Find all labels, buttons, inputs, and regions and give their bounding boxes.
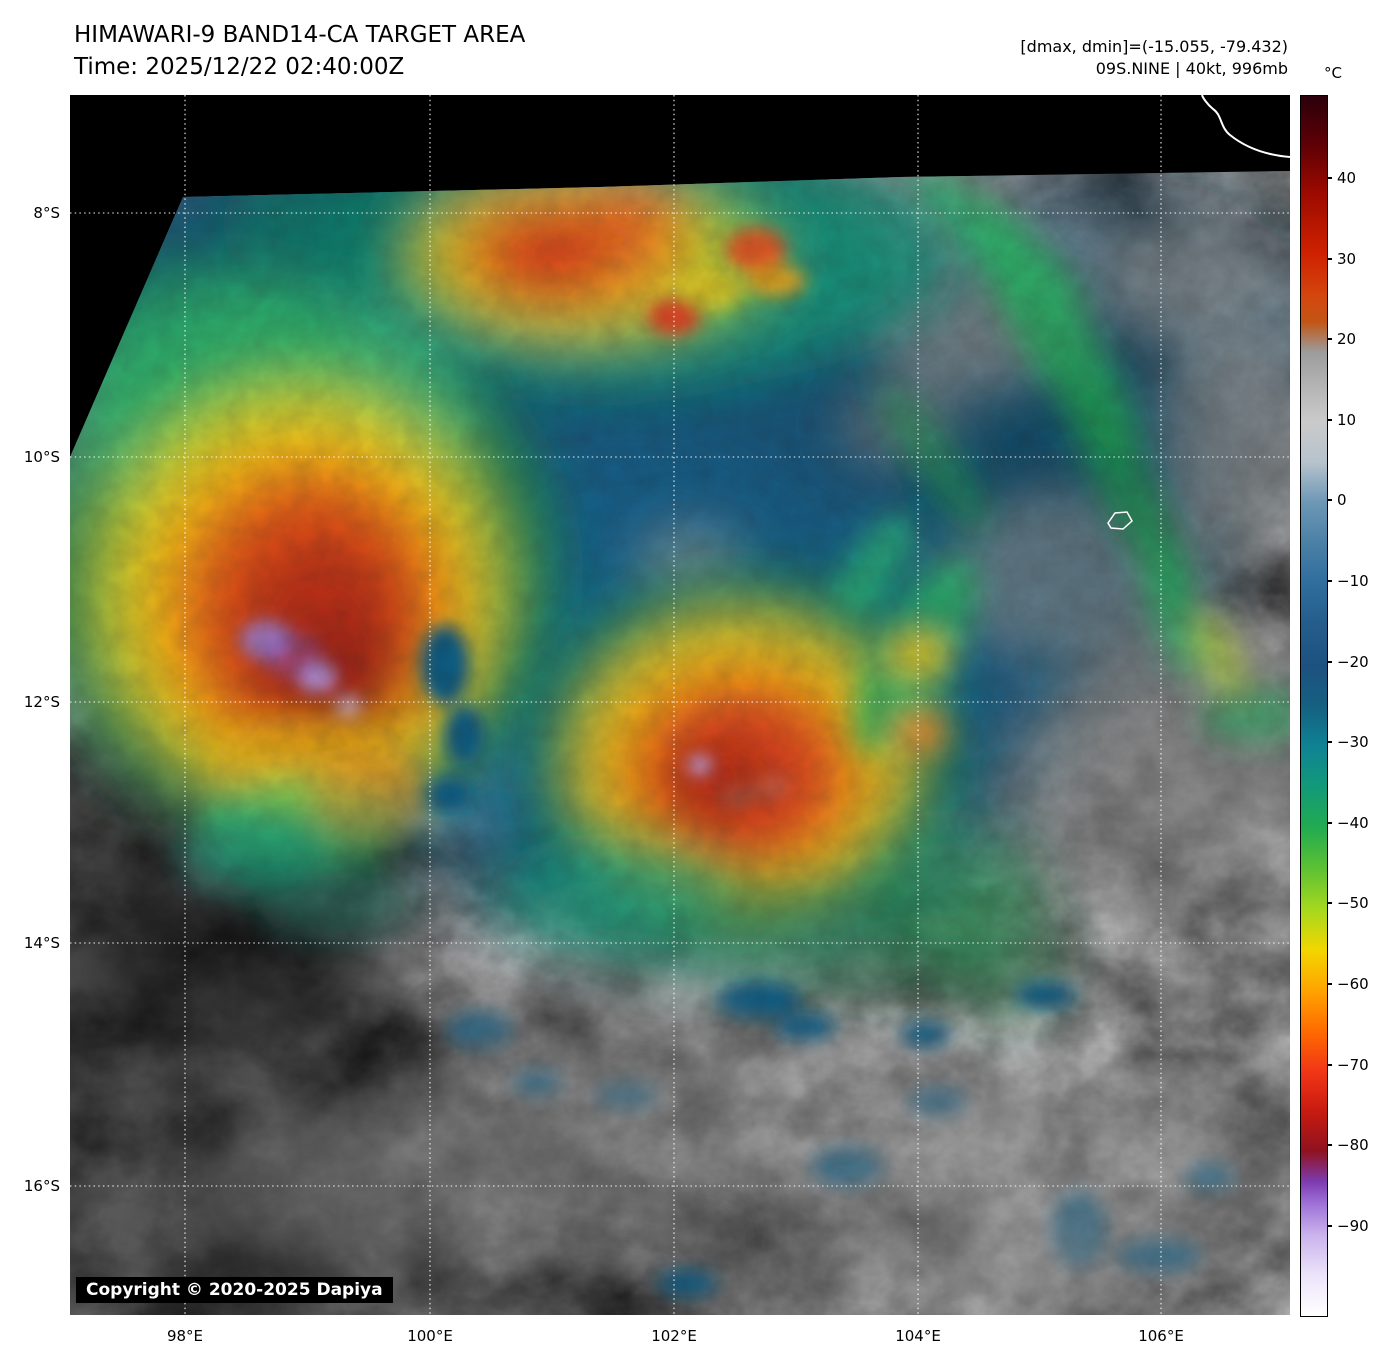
colorbar-tick [1328, 338, 1332, 340]
colorbar-tick-label: 10 [1337, 411, 1357, 429]
colorbar-tick-label: 0 [1337, 491, 1347, 509]
colorbar-tick [1328, 741, 1332, 743]
colorbar-tick-label: −10 [1337, 572, 1369, 590]
colorbar-tick-label: −50 [1337, 894, 1369, 912]
colorbar-tick-label: −30 [1337, 733, 1369, 751]
storm-info: 09S.NINE | 40kt, 996mb [1095, 59, 1288, 78]
copyright-badge: Copyright © 2020-2025 Dapiya [76, 1277, 393, 1303]
cloud-field [70, 171, 1290, 1315]
colorbar-tick-label: −60 [1337, 975, 1369, 993]
colorbar-tick-label: −70 [1337, 1056, 1369, 1074]
figure-time: Time: 2025/12/22 02:40:00Z [74, 54, 405, 80]
colorbar-tick [1328, 580, 1332, 582]
colorbar-tick [1328, 1064, 1332, 1066]
colorbar-tick-label: −80 [1337, 1136, 1369, 1154]
readout-block: [dmax, dmin]=(-15.055, -79.432) 09S.NINE… [1020, 36, 1288, 80]
lon-tick-label: 98°E [166, 1327, 204, 1345]
lat-tick-label: 12°S [23, 693, 60, 711]
colorbar-tick [1328, 661, 1332, 663]
island-outline [1107, 511, 1133, 530]
lat-tick-label: 8°S [33, 204, 60, 222]
dmax-dmin-readout: [dmax, dmin]=(-15.055, -79.432) [1020, 37, 1288, 56]
colorbar-tick [1328, 419, 1332, 421]
graticule-grid [70, 95, 1290, 1315]
colorbar-unit: °C [1324, 64, 1342, 82]
lon-tick-label: 100°E [407, 1327, 453, 1345]
colorbar-tick-label: −90 [1337, 1217, 1369, 1235]
lon-tick-label: 102°E [651, 1327, 697, 1345]
colorbar-tick [1328, 902, 1332, 904]
lat-tick-label: 10°S [23, 448, 60, 466]
colorbar-tick [1328, 177, 1332, 179]
colorbar-tick [1328, 499, 1332, 501]
colorbar [1300, 95, 1328, 1317]
lat-tick-label: 14°S [23, 934, 60, 952]
colorbar-tick [1328, 822, 1332, 824]
colorbar-tick [1328, 983, 1332, 985]
figure-title: HIMAWARI-9 BAND14-CA TARGET AREA [74, 22, 526, 48]
colorbar-tick [1328, 258, 1332, 260]
satellite-map: Copyright © 2020-2025 Dapiya [70, 95, 1290, 1315]
colorbar-tick-label: −40 [1337, 814, 1369, 832]
colorbar-tick [1328, 1144, 1332, 1146]
lon-tick-label: 106°E [1138, 1327, 1184, 1345]
colorbar-tick-label: −20 [1337, 653, 1369, 671]
lon-tick-label: 104°E [895, 1327, 941, 1345]
colorbar-tick-label: 20 [1337, 330, 1357, 348]
colorbar-tick-label: 40 [1337, 169, 1357, 187]
colorbar-tick-label: 30 [1337, 250, 1357, 268]
satellite-image [70, 95, 1290, 1315]
lat-tick-label: 16°S [23, 1177, 60, 1195]
colorbar-tick [1328, 1225, 1332, 1227]
coastline [1201, 95, 1290, 158]
